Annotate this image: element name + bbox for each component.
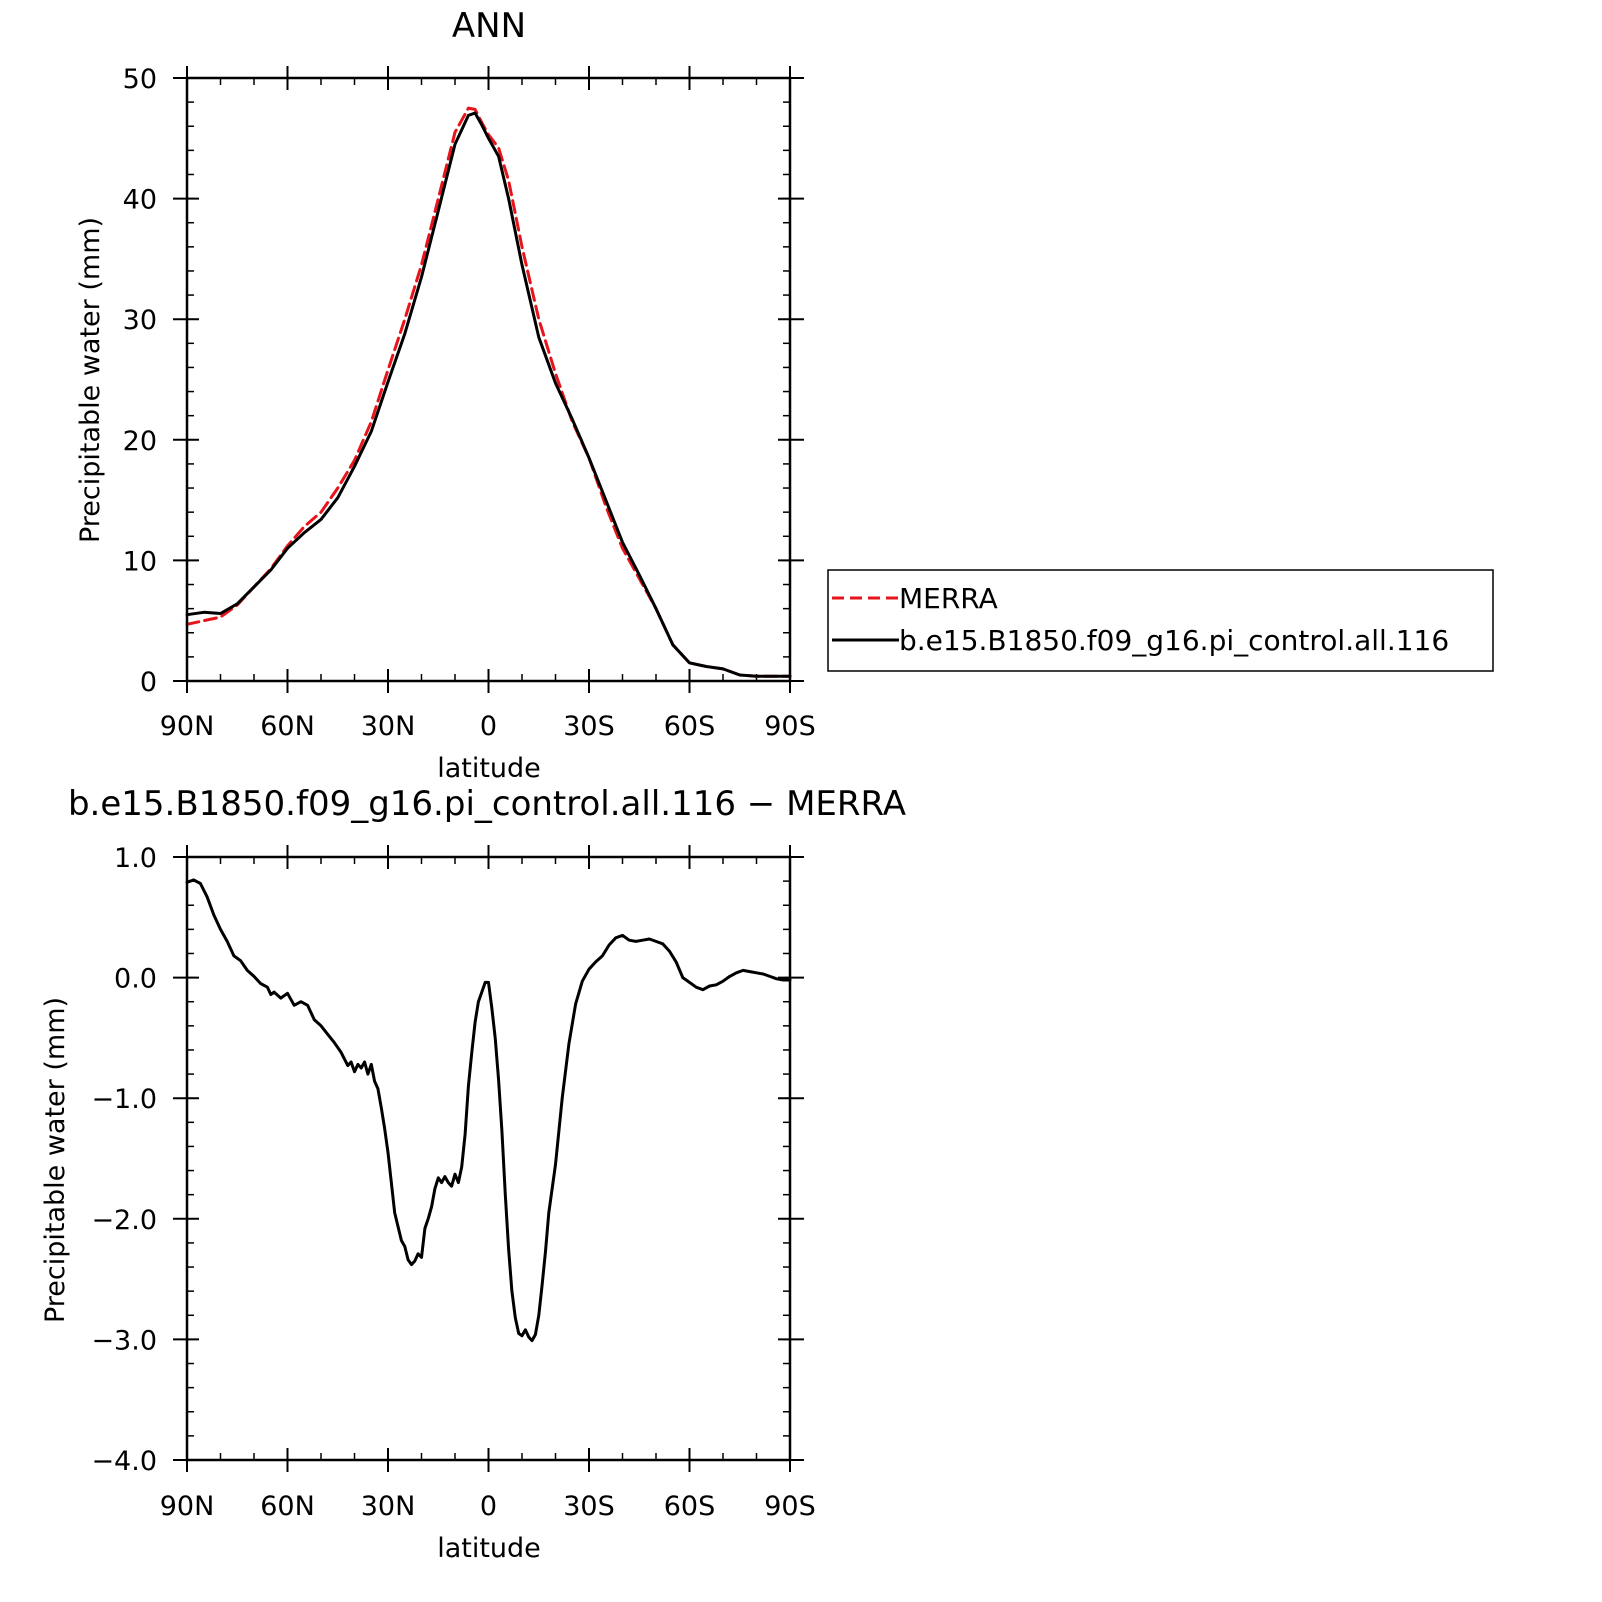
y-tick-label: −4.0 — [91, 1446, 157, 1477]
x-tick-label: 90N — [160, 711, 215, 742]
top-panel-axes: 90N 60N 30N 0 30S 60S 90S 0 10 20 30 40 50 — [123, 64, 816, 742]
x-tick-label: 60S — [664, 711, 716, 742]
y-tick-label: −3.0 — [91, 1325, 157, 1356]
y-tick-label: −2.0 — [91, 1205, 157, 1236]
x-tick-label: 0 — [480, 1491, 497, 1522]
top-panel-title: ANN — [452, 6, 526, 46]
bottom-panel: b.e15.B1850.f09_g16.pi_control.all.116 −… — [40, 784, 906, 1564]
y-tick-label: 30 — [123, 305, 157, 336]
top-panel-series — [185, 106, 792, 678]
bottom-panel-xlabel: latitude — [437, 1533, 541, 1564]
x-tick-label: 30N — [361, 711, 416, 742]
bottom-panel-title: b.e15.B1850.f09_g16.pi_control.all.116 −… — [68, 784, 906, 824]
y-tick-label: 0.0 — [114, 964, 157, 995]
y-tick-label: 0 — [140, 667, 157, 698]
y-tick-label: 1.0 — [114, 843, 157, 874]
bottom-panel-axes: 90N 60N 30N 0 30S 60S 90S 1.0 0.0 −1.0 −2.0 −3.0 −4.… — [91, 843, 815, 1522]
legend-label-model: b.e15.B1850.f09_g16.pi_control.all.116 — [899, 624, 1449, 657]
y-tick-label: 50 — [123, 64, 157, 95]
legend-label-merra: MERRA — [899, 582, 998, 615]
top-panel: ANN 90N 60N 30N 0 30S 60S 90S 0 10 20 30 40 50 latit… — [75, 6, 816, 784]
x-tick-label: 60N — [260, 711, 315, 742]
series-line-0 — [185, 106, 792, 678]
top-panel-ylabel: Precipitable water (mm) — [75, 217, 106, 543]
legend-box — [827, 569, 1494, 672]
x-tick-label: 60S — [664, 1491, 716, 1522]
top-panel-xlabel: latitude — [437, 753, 541, 784]
x-tick-label: 90N — [160, 1491, 215, 1522]
y-tick-label: 20 — [123, 426, 157, 457]
y-tick-label: −1.0 — [91, 1084, 157, 1115]
bottom-panel-frame — [185, 855, 792, 1462]
x-tick-label: 60N — [260, 1491, 315, 1522]
series-line-1 — [185, 111, 792, 678]
y-tick-label: 40 — [123, 185, 157, 216]
x-tick-label: 90S — [764, 711, 816, 742]
bottom-panel-series — [185, 878, 792, 1343]
x-tick-label: 30S — [563, 711, 615, 742]
series-line-0 — [185, 878, 792, 1343]
x-tick-label: 30S — [563, 1491, 615, 1522]
legend: MERRA b.e15.B1850.f09_g16.pi_control.all… — [827, 569, 1494, 672]
x-tick-label: 90S — [764, 1491, 816, 1522]
y-tick-label: 10 — [123, 546, 157, 577]
top-panel-frame — [185, 76, 792, 683]
bottom-panel-ylabel: Precipitable water (mm) — [40, 997, 71, 1323]
x-tick-label: 30N — [361, 1491, 416, 1522]
x-tick-label: 0 — [480, 711, 497, 742]
